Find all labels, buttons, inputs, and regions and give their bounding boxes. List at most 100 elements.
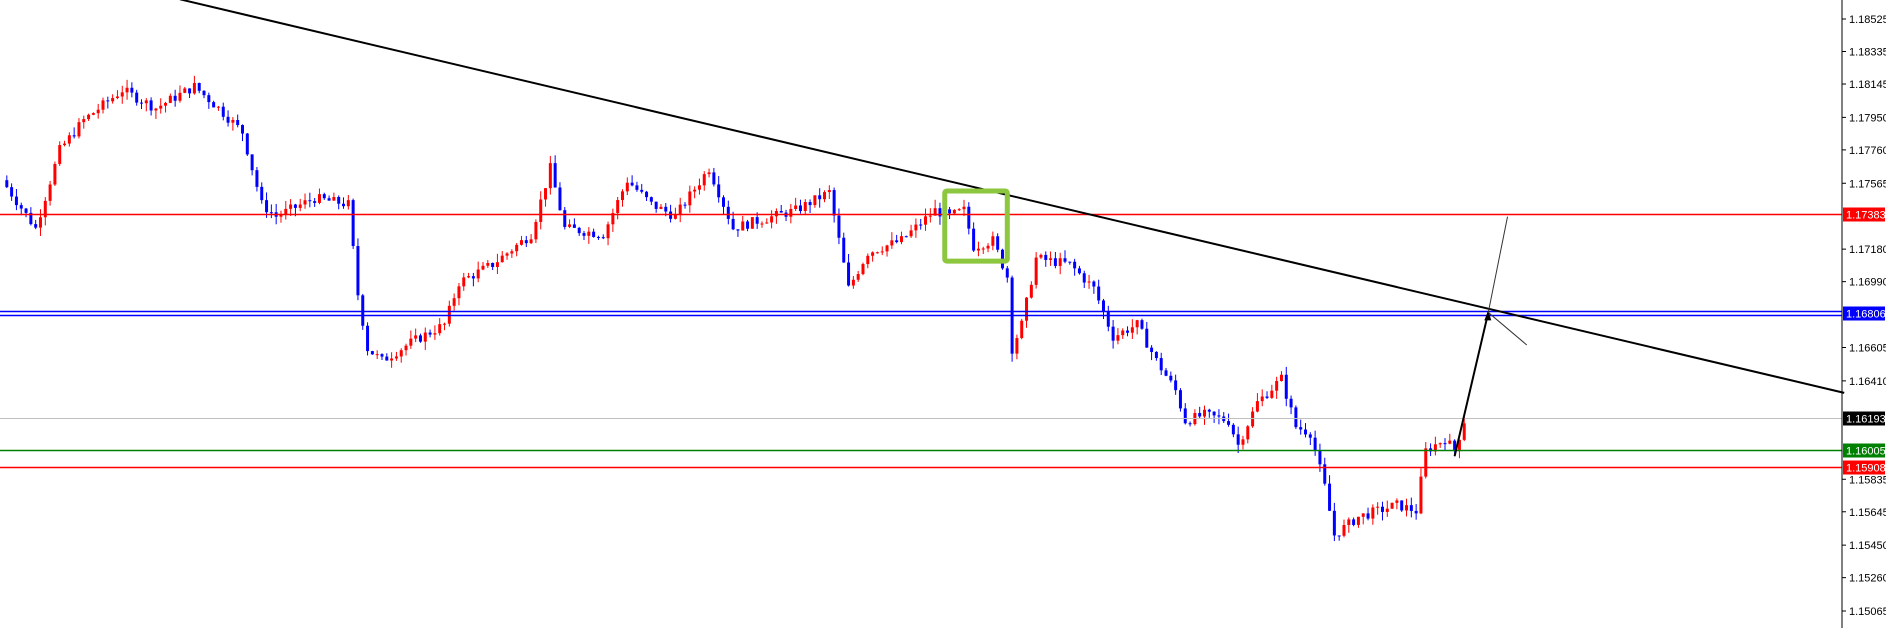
candle-body <box>269 212 273 214</box>
candle-body <box>1150 347 1154 352</box>
candle-body <box>505 253 509 256</box>
candle-body <box>1385 508 1389 512</box>
candle-body <box>48 184 52 201</box>
candle-body <box>1145 328 1149 348</box>
candle-body <box>1178 390 1182 409</box>
candle-body <box>837 215 841 238</box>
candle-body <box>952 209 956 214</box>
candle-body <box>327 198 331 201</box>
candle-body <box>168 95 172 103</box>
candle-body <box>332 197 336 201</box>
candle-body <box>178 92 182 101</box>
candle-body <box>693 189 697 192</box>
candle-body <box>1116 335 1120 341</box>
candle-body <box>1352 519 1356 525</box>
candle-body <box>722 197 725 207</box>
candle-body <box>601 237 605 239</box>
candle-body <box>63 143 67 146</box>
candle-body <box>1188 423 1192 425</box>
candle-body <box>82 119 86 123</box>
candle-body <box>481 265 485 270</box>
drawings <box>179 0 1845 457</box>
y-tick-label: 1.18335 <box>1849 47 1886 59</box>
candle-body <box>293 204 297 208</box>
candle-body <box>1140 320 1144 329</box>
candle-body <box>192 83 196 94</box>
candle-body <box>226 116 230 123</box>
y-tick-label: 1.17565 <box>1849 178 1886 190</box>
candle-body <box>399 350 403 357</box>
level-label-bg <box>1843 306 1885 321</box>
candle-body <box>72 135 76 137</box>
candle-body <box>688 191 692 206</box>
candle-body <box>1130 327 1134 333</box>
candle-body <box>96 109 100 114</box>
projection-up-line <box>1487 216 1509 313</box>
candle-body <box>823 192 827 200</box>
candle-body <box>1308 434 1312 438</box>
y-tick-label: 1.17950 <box>1849 112 1886 124</box>
y-tick-label: 1.16990 <box>1849 277 1886 289</box>
candle-body <box>871 252 875 256</box>
level-price-label: 1.16005 <box>1846 446 1886 458</box>
candle-body <box>67 135 71 144</box>
candle-body <box>423 332 427 342</box>
candle-body <box>1068 261 1072 263</box>
candle-body <box>212 102 216 108</box>
candle-body <box>1207 409 1211 412</box>
candle-body <box>818 195 822 200</box>
candle-body <box>1424 448 1428 477</box>
candle-body <box>548 163 552 189</box>
candle-body <box>1227 421 1231 425</box>
projection-arrow <box>1453 312 1490 457</box>
candle-body <box>1029 284 1033 298</box>
price-axis[interactable]: 1.18525 1.18335 1.18145 1.17950 1.17760 1.175… <box>1842 14 1886 618</box>
candle-body <box>260 186 264 201</box>
candle-body <box>664 206 668 212</box>
candle-body <box>77 122 81 137</box>
candle-body <box>938 208 942 217</box>
candle-body <box>106 100 110 102</box>
candle-body <box>1279 374 1283 382</box>
candle-body <box>433 333 437 335</box>
candle-body <box>1342 525 1346 536</box>
candle-body <box>928 215 932 217</box>
candle-body <box>361 295 365 326</box>
candle-body <box>1092 281 1096 287</box>
candle-body <box>1236 434 1240 445</box>
candle-body <box>154 108 158 111</box>
candle-body <box>1169 375 1173 381</box>
candle-body <box>1097 286 1101 301</box>
level-label-bg <box>1843 460 1885 475</box>
candle-body <box>572 224 576 228</box>
candle-body <box>279 214 283 217</box>
candle-body <box>1020 320 1024 339</box>
candle-body <box>337 197 341 204</box>
candle-body <box>904 236 908 238</box>
candle-body <box>173 95 177 101</box>
candle-body <box>346 200 350 207</box>
candle-body <box>630 182 634 186</box>
candle-body <box>1380 506 1384 512</box>
candle-body <box>1231 424 1235 435</box>
candle-body <box>1082 273 1086 283</box>
candle-body <box>245 133 249 155</box>
candle-body <box>933 208 937 216</box>
candle-body <box>255 170 259 187</box>
candle-body <box>1457 439 1461 452</box>
candle-body <box>803 202 807 212</box>
candle-body <box>202 90 206 96</box>
candle-body <box>87 114 91 120</box>
candle-body <box>1164 370 1168 376</box>
candle-body <box>616 200 620 214</box>
candle-body <box>1183 408 1187 424</box>
candle-body <box>827 190 831 193</box>
candle-body <box>620 191 624 201</box>
candle-body <box>1058 258 1062 266</box>
candle-body <box>19 205 23 209</box>
horizontal-levels <box>0 213 1842 469</box>
candle-body <box>1025 297 1029 321</box>
candle-body <box>717 184 721 198</box>
y-tick-label: 1.18145 <box>1849 79 1886 91</box>
candle-body <box>832 190 836 216</box>
